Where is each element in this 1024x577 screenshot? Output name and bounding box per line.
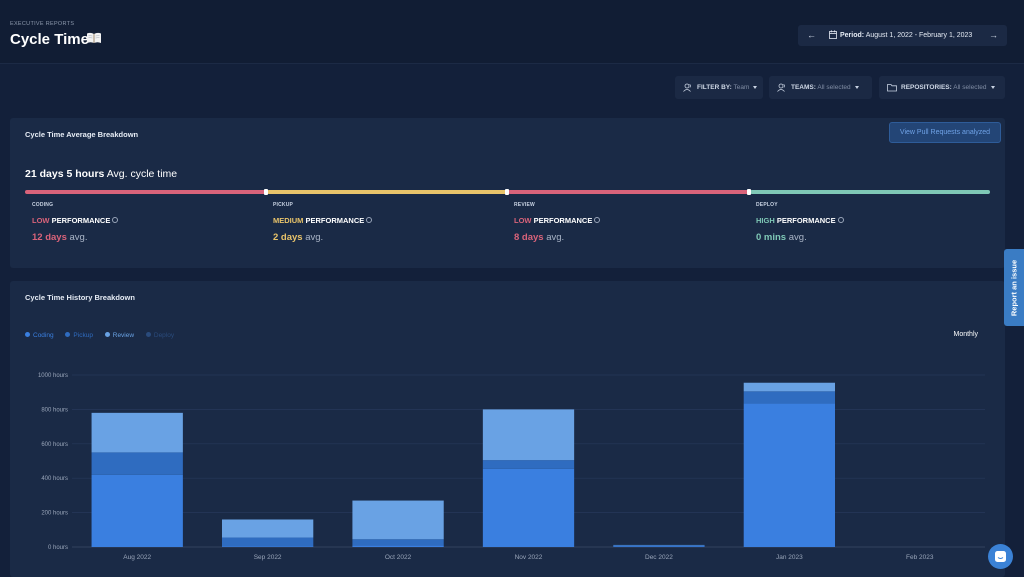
filter-by-label: FILTER BY: Team	[697, 84, 758, 91]
team-icon	[777, 83, 785, 92]
chat-icon	[995, 551, 1006, 562]
x-tick-label: Sep 2022	[254, 554, 282, 561]
info-icon[interactable]	[112, 217, 119, 224]
history-title: Cycle Time History Breakdown	[25, 293, 135, 302]
bar-review	[743, 382, 836, 392]
legend-item-review[interactable]: Review	[104, 331, 134, 339]
stage-review: REVIEW LOW PERFORMANCE 8 days avg.	[514, 202, 744, 243]
chevron-down-icon	[753, 85, 758, 89]
bar-coding	[91, 474, 183, 547]
calendar-icon	[829, 30, 837, 39]
stage-performance: MEDIUM PERFORMANCE	[273, 216, 503, 225]
next-period-arrow-icon[interactable]: →	[989, 30, 998, 40]
chevron-down-icon	[990, 85, 995, 89]
y-tick-label: 1000 hours	[38, 373, 68, 379]
bar-review	[352, 500, 444, 540]
filter-by-dropdown[interactable]: FILTER BY: Team	[675, 76, 763, 99]
segment-divider	[505, 189, 509, 195]
period-label: Period: August 1, 2022 - February 1, 202…	[840, 32, 973, 39]
legend-dot	[145, 331, 151, 337]
x-tick-label: Aug 2022	[123, 554, 151, 561]
info-icon[interactable]	[837, 217, 844, 224]
info-icon[interactable]	[594, 217, 601, 224]
chart-legend: Coding Pickup Review Deploy	[25, 331, 184, 339]
report-issue-button[interactable]: Report an issue	[1004, 249, 1024, 326]
deploy-segment	[750, 190, 990, 194]
review-segment	[508, 190, 750, 194]
page-header: EXECUTIVE REPORTS Cycle Time ← Period: A…	[0, 0, 1024, 64]
bar-coding	[352, 545, 444, 547]
y-tick-label: 600 hours	[41, 442, 68, 448]
legend-dot	[25, 331, 30, 337]
legend-dot	[65, 331, 71, 337]
y-tick-label: 800 hours	[41, 407, 68, 413]
bar-pickup	[91, 452, 183, 475]
stage-value: 8 days avg.	[514, 232, 565, 243]
legend-item-pickup[interactable]: Pickup	[65, 331, 93, 339]
bar-coding	[482, 468, 575, 547]
x-tick-label: Feb 2023	[906, 554, 934, 561]
bar-pickup	[613, 545, 705, 547]
bar-review	[91, 412, 183, 453]
book-icon	[87, 32, 101, 43]
bar-review	[221, 519, 314, 538]
legend-item-deploy[interactable]: Deploy	[145, 331, 174, 339]
legend-item-coding[interactable]: Coding	[25, 331, 54, 339]
avg-cycle-time: 21 days 5 hours Avg. cycle time	[25, 168, 178, 180]
legend-dot	[104, 331, 110, 337]
breadcrumb: EXECUTIVE REPORTS	[10, 21, 75, 27]
user-icon	[683, 83, 691, 92]
previous-period-arrow-icon[interactable]: ←	[807, 30, 816, 40]
bar-pickup	[743, 391, 836, 404]
stage-value: 2 days avg.	[273, 232, 324, 243]
view-pull-requests-button[interactable]: View Pull Requests analyzed	[889, 122, 1001, 143]
y-tick-label: 400 hours	[41, 476, 68, 482]
stage-performance: LOW PERFORMANCE	[32, 216, 262, 225]
bar-coding	[221, 546, 314, 547]
bar-pickup	[352, 539, 444, 546]
y-tick-label: 0 hours	[48, 545, 68, 551]
stage-performance: HIGH PERFORMANCE	[756, 216, 986, 225]
bar-coding	[613, 546, 705, 547]
teams-dropdown[interactable]: TEAMS: All selected	[769, 76, 872, 99]
coding-segment	[25, 190, 267, 194]
stage-coding: CODING LOW PERFORMANCE 12 days avg.	[32, 202, 262, 243]
x-tick-label: Jan 2023	[776, 554, 803, 561]
repositories-dropdown[interactable]: REPOSITORIES: All selected	[879, 76, 1005, 99]
chevron-down-icon	[854, 85, 859, 89]
bar-pickup	[221, 537, 314, 547]
period-picker[interactable]: ← Period: August 1, 2022 - February 1, 2…	[798, 25, 1007, 46]
segment-divider	[747, 189, 751, 195]
monthly-toggle[interactable]: Monthly	[953, 331, 978, 338]
stage-name: CODING	[32, 202, 54, 208]
chat-button[interactable]	[988, 544, 1013, 569]
repositories-label: REPOSITORIES: All selected	[901, 84, 995, 91]
x-tick-label: Nov 2022	[515, 554, 543, 561]
history-card: Cycle Time History Breakdown Coding Pick…	[10, 281, 1005, 577]
stage-name: REVIEW	[514, 202, 535, 208]
stage-value: 0 mins avg.	[756, 232, 807, 243]
info-icon[interactable]	[366, 217, 373, 224]
breakdown-card: Cycle Time Average Breakdown View Pull R…	[10, 118, 1005, 268]
pickup-segment	[267, 190, 508, 194]
stage-performance: LOW PERFORMANCE	[514, 216, 744, 225]
bar-coding	[743, 403, 836, 547]
folder-icon	[887, 84, 897, 92]
stage-name: DEPLOY	[756, 202, 778, 208]
cycle-time-history-chart: 0 hours 200 hours 400 hours 600 hours 800 ho…	[38, 373, 985, 561]
x-tick-label: Dec 2022	[645, 554, 673, 561]
bar-review	[482, 409, 575, 461]
x-tick-label: Oct 2022	[385, 554, 412, 561]
segment-divider	[264, 189, 268, 195]
stage-value: 12 days avg.	[32, 232, 88, 243]
bar-pickup	[482, 460, 575, 469]
stage-deploy: DEPLOY HIGH PERFORMANCE 0 mins avg.	[756, 202, 986, 243]
teams-label: TEAMS: All selected	[791, 84, 859, 91]
y-tick-label: 200 hours	[41, 511, 68, 517]
stage-pickup: PICKUP MEDIUM PERFORMANCE 2 days avg.	[273, 202, 503, 243]
page-title: Cycle Time	[10, 31, 89, 48]
stage-name: PICKUP	[273, 202, 294, 208]
breakdown-title: Cycle Time Average Breakdown	[25, 130, 139, 139]
